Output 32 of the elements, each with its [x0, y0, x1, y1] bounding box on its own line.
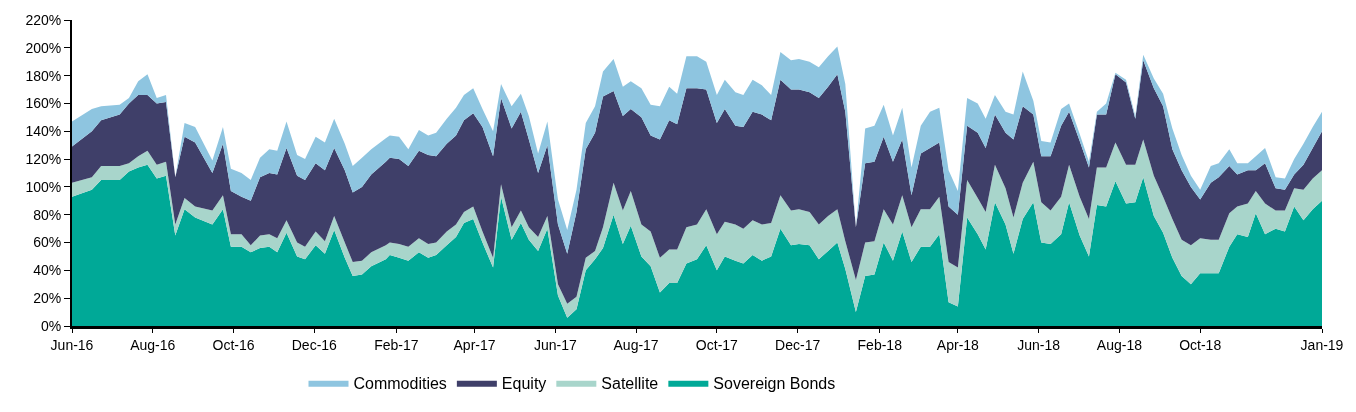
- x-tick-label: Dec-16: [291, 336, 338, 353]
- x-tick-label: Oct-16: [212, 336, 255, 353]
- x-tick-label: Dec-17: [775, 336, 821, 353]
- y-tick-label: 120%: [25, 150, 62, 167]
- x-tick-label: Feb-17: [374, 336, 419, 353]
- x-tick-label: Apr-17: [453, 336, 496, 353]
- y-tick-label: 40%: [33, 262, 62, 279]
- y-tick-label: 160%: [25, 95, 62, 112]
- y-tick-label: 180%: [25, 67, 62, 84]
- x-tick-label: Aug-16: [130, 336, 176, 353]
- x-tick-label: Feb-18: [857, 336, 903, 353]
- y-tick-label: 80%: [33, 206, 62, 223]
- x-tick-label: Jun-17: [533, 336, 577, 353]
- x-tick-label: Jun-16: [50, 336, 94, 353]
- legend-label: Satellite: [601, 374, 659, 392]
- legend-label: Sovereign Bonds: [713, 374, 836, 392]
- x-tick-label: Aug-18: [1096, 336, 1143, 353]
- y-tick-label: 200%: [25, 39, 62, 56]
- y-tick-label: 0%: [40, 317, 62, 334]
- x-tick-label: Apr-18: [936, 336, 980, 353]
- x-tick-label: Jun-18: [1017, 336, 1061, 353]
- x-tick-label: Aug-17: [613, 336, 659, 353]
- y-tick-label: 140%: [25, 123, 62, 140]
- y-tick-label: 100%: [25, 178, 62, 195]
- x-tick-label: Oct-18: [1179, 336, 1222, 353]
- legend-label: Commodities: [353, 374, 447, 392]
- x-tick-label: Oct-17: [695, 336, 739, 353]
- y-tick-label: 60%: [33, 234, 62, 251]
- x-tick-label: Jan-19: [1300, 336, 1344, 353]
- y-tick-label: 220%: [25, 11, 62, 28]
- legend-label: Equity: [501, 374, 547, 392]
- y-tick-label: 20%: [33, 290, 62, 307]
